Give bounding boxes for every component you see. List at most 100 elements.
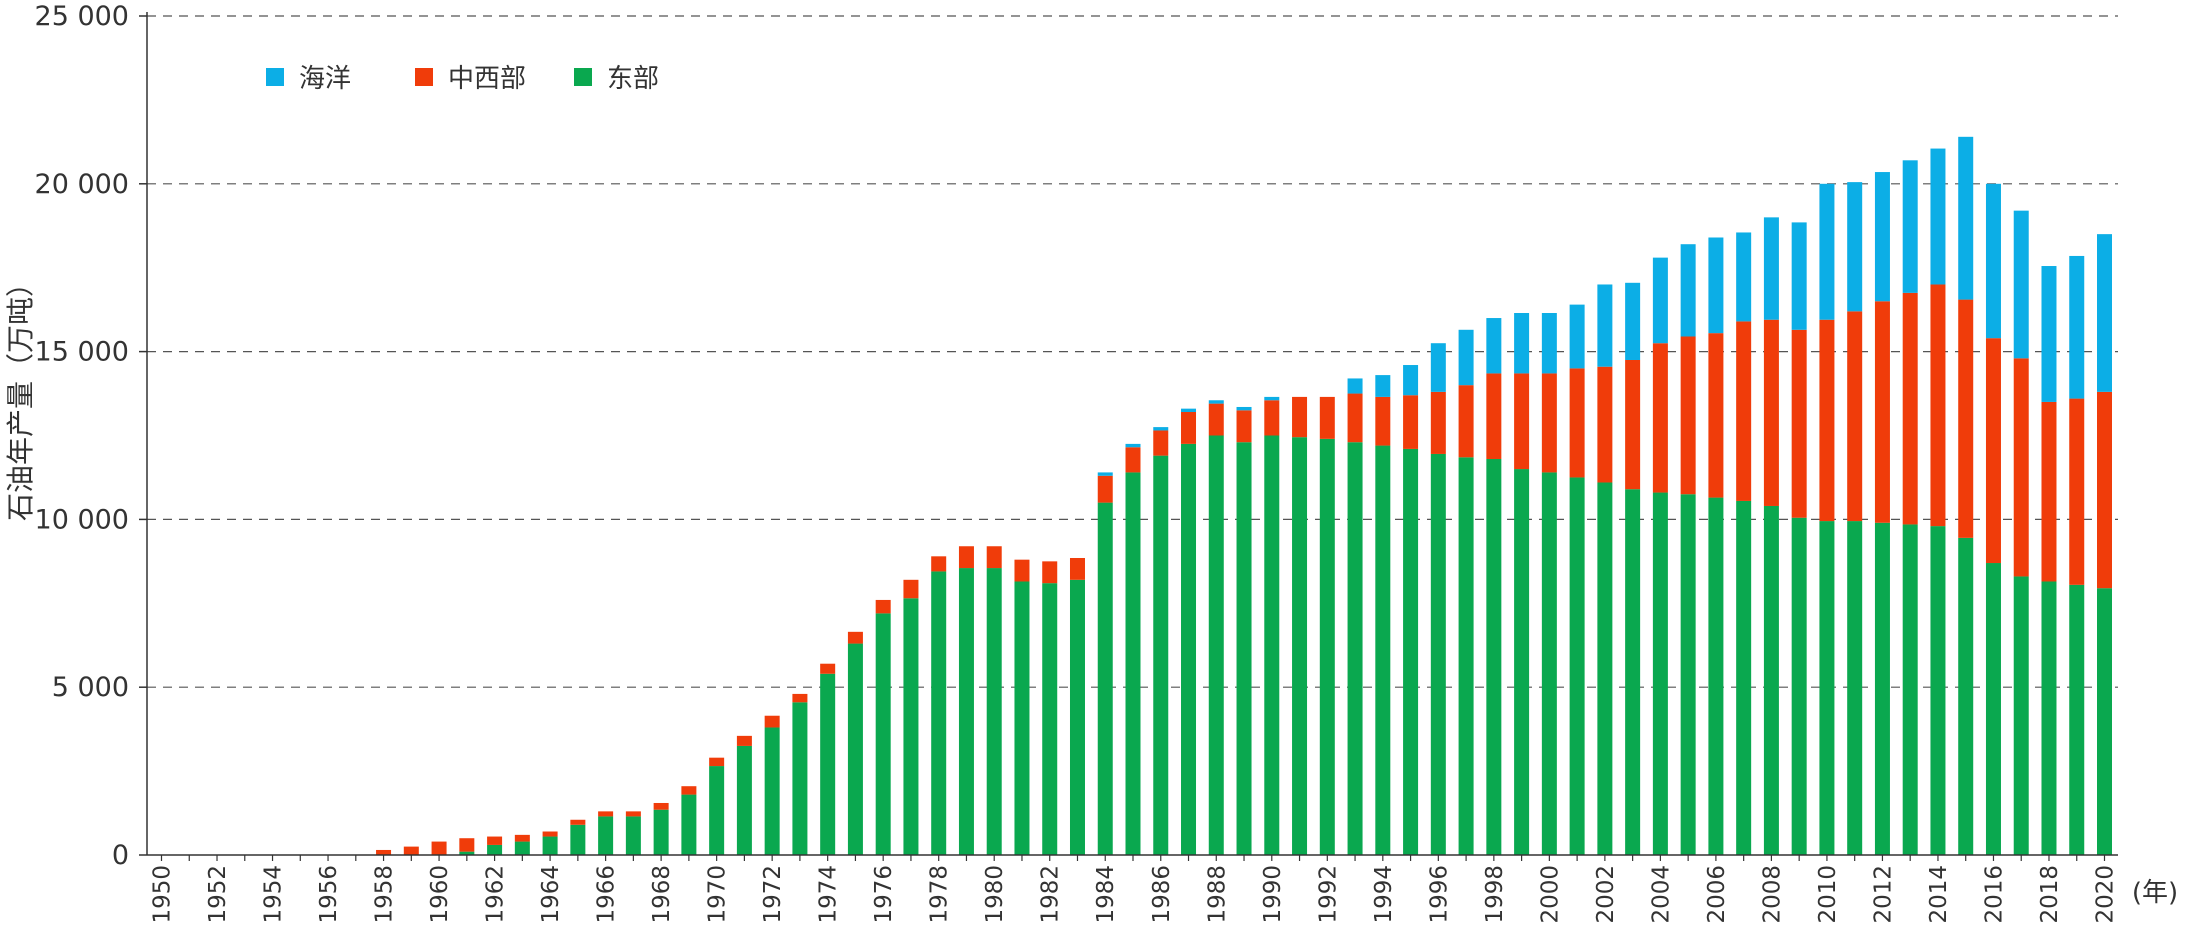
bar-segment (1763, 319, 1779, 506)
x-tick-label: 1952 (205, 865, 231, 924)
bar-segment (1430, 453, 1446, 855)
x-tick-label: 1962 (483, 865, 509, 924)
bar-segment (598, 816, 614, 855)
bar-segment (1791, 517, 1807, 855)
bar-segment (1153, 430, 1169, 456)
bar-segment (1153, 455, 1169, 855)
bar-segment (1181, 408, 1197, 413)
bar-segment (1819, 319, 1835, 522)
bar-segment (1652, 492, 1668, 855)
bar-segment (1181, 412, 1197, 444)
x-tick-label: 1950 (150, 865, 176, 924)
bar-segment (1069, 579, 1085, 855)
bar-segment (2097, 391, 2112, 589)
bar-segment (1680, 244, 1696, 337)
legend-swatch (574, 68, 592, 86)
bar-segment (487, 836, 503, 845)
bar-segment (1819, 521, 1835, 855)
bar-segment (1874, 172, 1890, 302)
bar-segment (1403, 448, 1419, 855)
bar-segment (2069, 255, 2085, 399)
bar-segment (514, 834, 530, 842)
x-tick-label: 2008 (1759, 865, 1785, 924)
x-tick-label: 1996 (1426, 865, 1452, 924)
bar-segment (1819, 183, 1835, 320)
bar-segment (1902, 292, 1918, 525)
x-axis-ticks: 1950 1952 1954 1956 1958 1960 1962 1964 1966 1968… (150, 855, 2119, 924)
bar-segment (1985, 183, 2001, 339)
bar-segment (542, 836, 558, 855)
bar-segment (1680, 494, 1696, 855)
bar-segment (1042, 583, 1058, 855)
bar-segment (1763, 217, 1779, 320)
x-tick-label: 1986 (1149, 865, 1175, 924)
bar-segment (1985, 563, 2001, 855)
bar-segment (958, 568, 974, 855)
legend-label: 海洋 (299, 64, 351, 94)
x-tick-label: 2016 (1981, 865, 2007, 924)
bar-segment (1736, 321, 1752, 501)
bar-segment (1236, 406, 1252, 411)
bar-segment (820, 673, 836, 855)
bar-segment (709, 757, 725, 767)
bar-segment (764, 715, 780, 728)
x-tick-label: 2004 (1648, 865, 1674, 924)
bar-segment (1319, 438, 1335, 855)
bar-segment (598, 811, 614, 817)
bar-segment (653, 809, 669, 855)
x-tick-label: 2010 (1815, 865, 1841, 924)
bar-segment (820, 663, 836, 674)
bar-segment (1736, 500, 1752, 855)
bar-segment (847, 643, 863, 855)
gridlines (147, 15, 2118, 688)
bar-segment (1902, 160, 1918, 293)
bar-segment (1514, 313, 1530, 374)
bar-segment (1541, 373, 1557, 473)
bar-segment (903, 598, 919, 855)
bar-segment (653, 802, 669, 810)
x-tick-label: 1976 (871, 865, 897, 924)
bar-segment (847, 631, 863, 644)
bar-segment (931, 571, 947, 855)
bar-segment (459, 851, 475, 855)
bar-segment (1791, 329, 1807, 518)
bar-segment (764, 727, 780, 855)
bar-segment (1458, 329, 1474, 386)
x-tick-label: 1992 (1315, 865, 1341, 924)
bar-segment (986, 568, 1002, 855)
x-tick-label: 1988 (1204, 865, 1230, 924)
bar-segment (487, 844, 503, 855)
x-tick-label: 1984 (1093, 865, 1119, 924)
bar-segment (514, 841, 530, 855)
bar-segment (1958, 537, 1974, 855)
bar-segment (1153, 427, 1169, 431)
x-tick-label: 1974 (816, 865, 842, 924)
bar-segment (2013, 358, 2029, 577)
bar-segment (1292, 437, 1308, 855)
x-tick-label: 1964 (538, 865, 564, 924)
bar-segment (1569, 477, 1585, 855)
bar-segment (1597, 284, 1613, 367)
bar-segment (1125, 443, 1141, 448)
y-axis-title: 石油年产量（万吨） (4, 269, 37, 521)
bar-segment (1486, 318, 1502, 374)
bar-segment (542, 831, 558, 837)
bar-segment (2069, 398, 2085, 585)
bar-segment (1319, 396, 1335, 439)
bar-segment (625, 816, 641, 855)
bar-segment (736, 735, 752, 746)
x-tick-label: 1960 (427, 865, 453, 924)
x-tick-label: 2014 (1926, 865, 1952, 924)
bar-segment (2097, 588, 2112, 855)
bar-segment (2041, 401, 2057, 582)
bar-segment (875, 613, 891, 855)
x-axis-unit-label: (年) (2132, 878, 2178, 908)
bar-segment (2041, 581, 2057, 855)
bar-segment (1042, 561, 1058, 584)
x-tick-label: 1990 (1260, 865, 1286, 924)
x-tick-label: 1970 (705, 865, 731, 924)
bar-segment (1292, 396, 1308, 438)
x-tick-label: 2018 (2037, 865, 2063, 924)
x-tick-label: 1994 (1371, 865, 1397, 924)
bar-segment (1014, 559, 1030, 582)
